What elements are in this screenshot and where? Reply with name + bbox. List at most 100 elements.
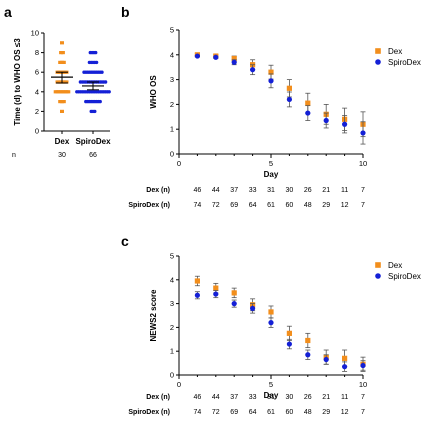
x-tick-label: 0: [177, 380, 181, 389]
n-row-value: 48: [304, 409, 312, 416]
y-tick-label: 1: [170, 125, 174, 134]
n-row-value: 72: [212, 202, 220, 209]
point-dex: [231, 290, 237, 296]
point-spirodex: [286, 96, 292, 103]
n-row-value: 12: [341, 202, 349, 209]
point-dex: [194, 278, 200, 284]
x-tick-label: 10: [359, 380, 367, 389]
legend-label-dex: Dex: [388, 261, 402, 270]
n-row-value: 21: [322, 394, 330, 401]
point-dex: [60, 109, 64, 113]
point-spirodex: [194, 292, 200, 298]
n-row-value: 74: [194, 202, 202, 209]
y-axis-title: Time (d) to WHO OS ≤3: [13, 38, 22, 126]
panel-letter-a: a: [4, 4, 12, 20]
x-tick-label: 5: [269, 159, 273, 168]
point-spirodex: [250, 67, 256, 73]
y-tick-label: 1: [170, 347, 174, 356]
y-axis-title: WHO OS: [149, 75, 158, 109]
n-row-value: 37: [230, 394, 238, 401]
point-dex: [342, 355, 348, 361]
y-tick-label: 4: [35, 87, 39, 96]
point-spirodex: [323, 117, 329, 124]
legend-label-dex: Dex: [388, 47, 402, 56]
legend-marker-spirodex: [375, 59, 381, 65]
n-row-value: 21: [322, 187, 330, 194]
point-spirodex: [342, 364, 348, 370]
n-row-value: 11: [341, 394, 348, 401]
n-row-value: 26: [304, 187, 312, 194]
n-row-value: 7: [361, 409, 365, 416]
point-spirodex: [94, 60, 99, 65]
n-row-label: Dex (n): [146, 394, 170, 401]
n-row-value: 69: [230, 202, 238, 209]
legend-marker-dex: [375, 48, 381, 54]
point-spirodex: [231, 301, 237, 307]
n-row-label: SpiroDex (n): [128, 409, 170, 416]
n-row-value: 69: [230, 409, 238, 416]
point-spirodex: [268, 320, 274, 326]
point-spirodex: [94, 50, 98, 55]
point-spirodex: [100, 70, 104, 74]
point-spirodex: [342, 121, 348, 127]
point-dex: [60, 41, 64, 45]
y-tick-label: 0: [170, 371, 174, 380]
x-tick-label: 10: [359, 159, 367, 168]
n-row-value: 44: [212, 187, 220, 194]
panel-letter-b: b: [121, 4, 130, 20]
point-spirodex: [107, 90, 111, 94]
n-row-value: 30: [286, 394, 294, 401]
n-value: 66: [89, 152, 97, 159]
point-dex: [305, 337, 311, 344]
y-tick-label: 0: [170, 150, 174, 159]
n-row-value: 33: [249, 394, 257, 401]
n-row-value: 29: [322, 202, 330, 209]
point-dex: [64, 80, 69, 84]
point-spirodex: [98, 99, 102, 104]
point-spirodex: [213, 291, 219, 297]
n-row-value: 60: [286, 202, 294, 209]
n-row-value: 7: [361, 202, 365, 209]
n-row-label: Dex (n): [146, 187, 170, 194]
point-spirodex: [305, 110, 311, 116]
point-spirodex: [323, 356, 329, 363]
point-dex: [286, 85, 292, 91]
point-spirodex: [286, 341, 292, 347]
y-tick-label: 3: [170, 299, 174, 308]
n-row-value: 61: [267, 202, 275, 209]
n-row-value: 61: [267, 409, 275, 416]
n-row-value: 26: [304, 394, 312, 401]
y-tick-label: 2: [170, 100, 174, 109]
n-row-value: 60: [286, 409, 294, 416]
point-dex: [231, 55, 237, 62]
point-spirodex: [231, 59, 237, 65]
n-label: n: [12, 152, 16, 159]
point-dex: [213, 285, 219, 291]
point-dex: [60, 51, 65, 55]
point-dex: [268, 309, 274, 315]
n-row-value: 37: [230, 187, 238, 194]
category-label: Dex: [55, 137, 70, 146]
y-tick-label: 4: [170, 275, 174, 284]
n-row-value: 31: [267, 187, 275, 194]
n-row-value: 48: [304, 202, 312, 209]
x-tick-label: 5: [269, 380, 273, 389]
point-dex: [61, 60, 66, 64]
n-row-value: 72: [212, 409, 220, 416]
n-row-value: 33: [249, 187, 257, 194]
y-tick-label: 5: [170, 252, 174, 261]
n-row-value: 44: [212, 394, 220, 401]
y-tick-label: 3: [170, 75, 174, 84]
n-row-value: 46: [194, 187, 202, 194]
point-spirodex: [103, 80, 108, 84]
n-row-value: 46: [194, 394, 202, 401]
y-tick-label: 2: [35, 107, 39, 116]
legend-marker-spirodex: [375, 273, 381, 279]
y-tick-label: 2: [170, 323, 174, 332]
y-tick-label: 10: [31, 29, 39, 38]
legend-marker-dex: [375, 262, 381, 268]
point-dex: [61, 100, 66, 104]
